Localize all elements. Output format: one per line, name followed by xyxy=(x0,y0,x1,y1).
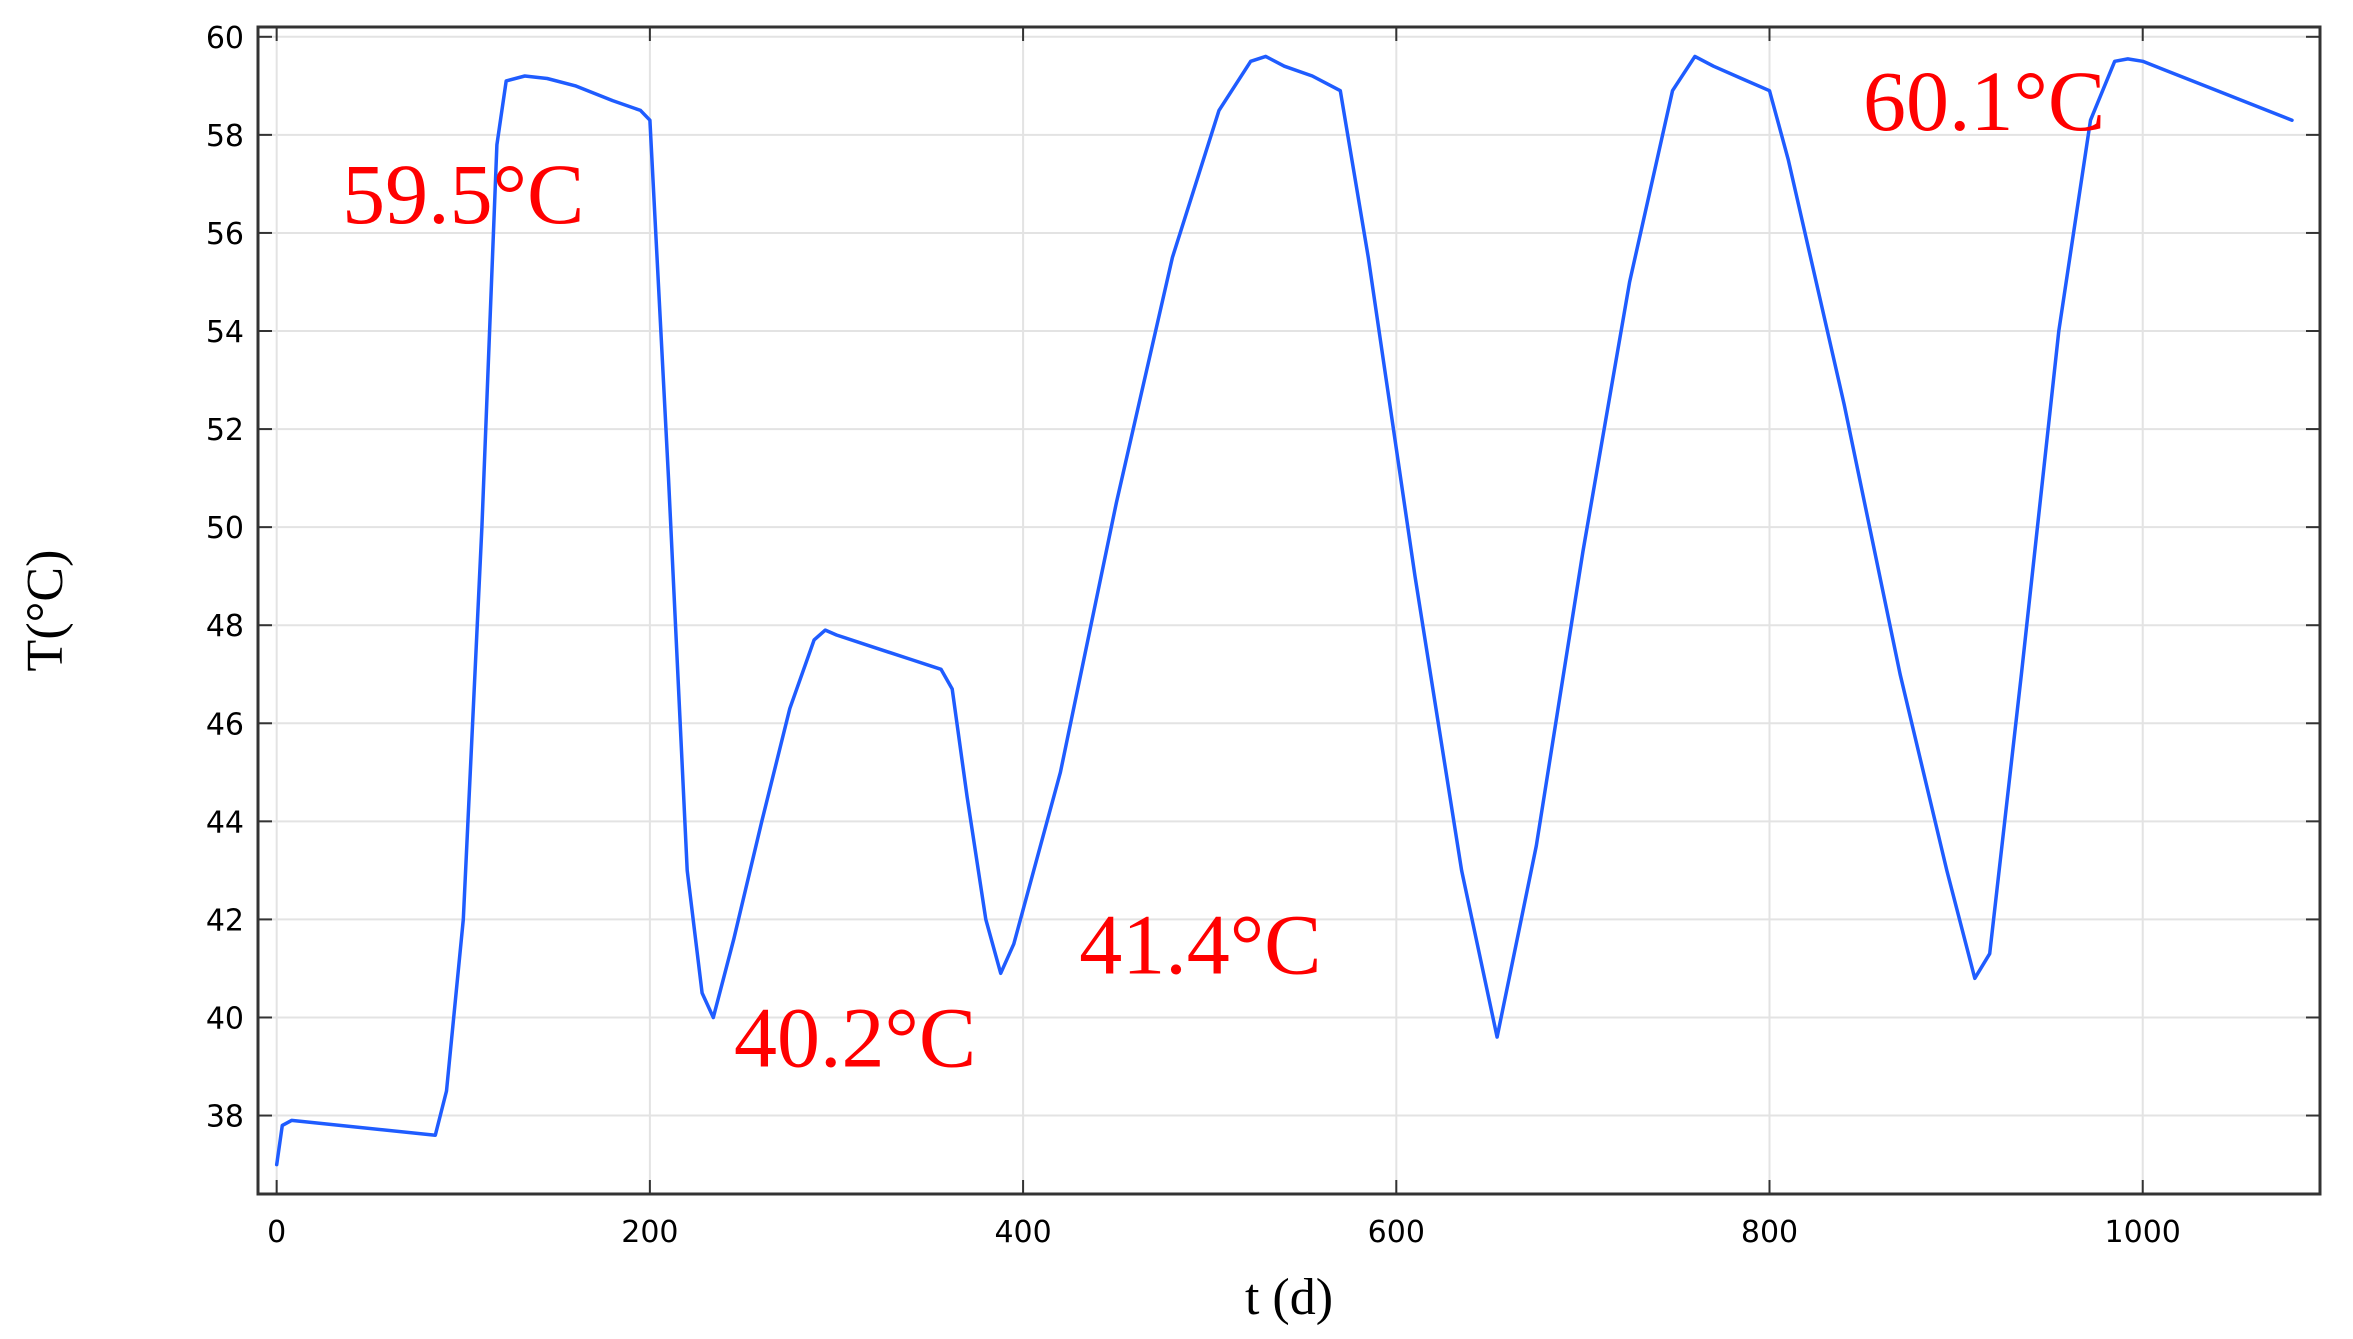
y-tick-label: 44 xyxy=(206,805,244,840)
plot-area-frame xyxy=(256,25,2322,1196)
x-axis-title: t (d) xyxy=(1245,1269,1333,1326)
y-tick-label: 56 xyxy=(206,217,244,252)
y-tick-label: 38 xyxy=(206,1100,244,1135)
y-tick-label: 40 xyxy=(206,1001,244,1036)
temperature-series-line xyxy=(274,54,2294,1167)
x-tick-label: 1000 xyxy=(2105,1215,2181,1250)
annotation-label: 59.5°C xyxy=(342,146,584,242)
tick-labels: 0 200 400 600 800 1000 38 40 42 44 46 48 50 52 54 56 58 6… xyxy=(206,21,2181,1250)
y-tick-label: 48 xyxy=(206,609,244,644)
y-tick-label: 42 xyxy=(206,903,244,938)
x-tick-label: 0 xyxy=(267,1215,286,1250)
x-tick-label: 200 xyxy=(621,1215,678,1250)
annotation-label: 41.4°C xyxy=(1079,896,1321,992)
y-tick-label: 54 xyxy=(206,315,244,350)
axis-ticks xyxy=(258,27,2320,1194)
peak-annotations: 59.5°C 40.2°C 41.4°C 60.1°C xyxy=(342,53,2105,1086)
y-tick-label: 58 xyxy=(206,119,244,154)
grid-lines xyxy=(258,27,2320,1194)
y-tick-label: 50 xyxy=(206,511,244,546)
y-tick-label: 60 xyxy=(206,21,244,56)
x-tick-label: 400 xyxy=(994,1215,1051,1250)
y-axis-title: T(°C) xyxy=(17,550,74,672)
annotation-label: 60.1°C xyxy=(1863,53,2105,149)
annotation-label: 40.2°C xyxy=(734,990,976,1086)
x-tick-label: 800 xyxy=(1741,1215,1798,1250)
x-tick-label: 600 xyxy=(1368,1215,1425,1250)
y-tick-label: 52 xyxy=(206,413,244,448)
y-tick-label: 46 xyxy=(206,707,244,742)
